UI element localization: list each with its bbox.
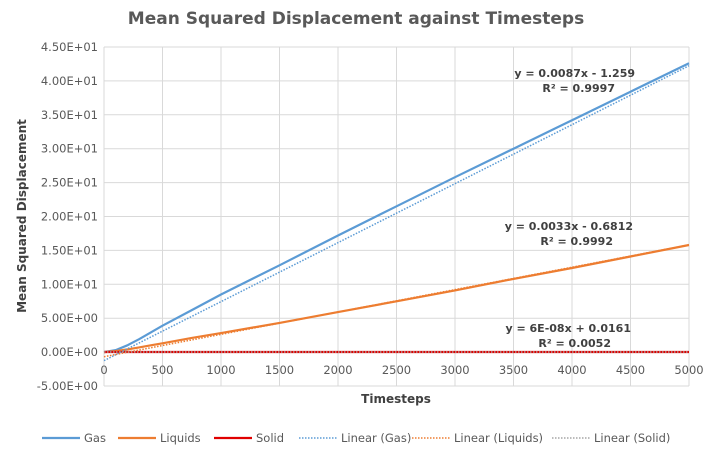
- y-tick-label: 4.00E+01: [41, 74, 98, 88]
- x-tick-label: 2000: [323, 363, 352, 377]
- legend-label: Liquids: [160, 431, 201, 445]
- trendline-r-squared: R² = 0.9997: [542, 82, 615, 95]
- trendline-r-squared: R² = 0.0052: [538, 337, 611, 350]
- x-tick-label: 3500: [499, 363, 528, 377]
- legend-item: Linear (Gas): [299, 431, 411, 445]
- x-tick-label: 4000: [557, 363, 586, 377]
- trendline-equation: y = 0.0033x - 0.6812: [505, 220, 633, 233]
- x-tick-label: 2500: [382, 363, 411, 377]
- x-tick-label: 0: [100, 363, 107, 377]
- legend-item: Linear (Solid): [552, 431, 670, 445]
- x-tick-label: 4500: [616, 363, 645, 377]
- legend-label: Gas: [84, 431, 106, 445]
- trendline-r-squared: R² = 0.9992: [540, 235, 613, 248]
- x-tick-label: 3000: [440, 363, 469, 377]
- x-tick-labels: 0 500 1000 1500 2000 2500 3000 3500 4000 4500 5000: [100, 363, 703, 377]
- trendline-equation: y = 6E-08x + 0.0161: [505, 322, 631, 335]
- y-tick-label: 1.00E+01: [41, 277, 98, 291]
- legend-item: Liquids: [118, 431, 201, 445]
- y-tick-label: 3.00E+01: [41, 142, 98, 156]
- legend-label: Linear (Gas): [341, 431, 411, 445]
- legend: Gas Liquids Solid Linear (Gas) Linear (Liqui…: [42, 431, 670, 445]
- chart-title: Mean Squared Displacement against Timest…: [128, 9, 584, 29]
- y-tick-labels: 4.50E+01 4.00E+01 3.50E+01 3.00E+01 2.50E+01…: [37, 40, 98, 393]
- gridlines: [103, 46, 690, 387]
- y-tick-label: -5.00E+00: [37, 379, 98, 393]
- trendline-equations: y = 0.0087x - 1.259 R² = 0.9997 y = 0.0033…: [505, 67, 635, 350]
- legend-item: Gas: [42, 431, 106, 445]
- x-tick-label: 5000: [674, 363, 703, 377]
- x-tick-label: 1500: [265, 363, 294, 377]
- x-axis-title: Timesteps: [361, 392, 431, 406]
- y-tick-label: 2.00E+01: [41, 210, 98, 224]
- trendline-linear-liquids-: [103, 244, 690, 358]
- y-tick-label: 5.00E+00: [41, 311, 98, 325]
- legend-label: Linear (Liquids): [454, 431, 543, 445]
- legend-item: Linear (Liquids): [412, 431, 543, 445]
- legend-label: Solid: [256, 431, 284, 445]
- y-tick-label: 0.00E+00: [41, 345, 98, 359]
- y-axis-title: Mean Squared Displacement: [15, 119, 29, 313]
- legend-label: Linear (Solid): [594, 431, 670, 445]
- y-tick-label: 2.50E+01: [41, 176, 98, 190]
- x-tick-label: 500: [152, 363, 174, 377]
- x-tick-label: 1000: [206, 363, 235, 377]
- y-tick-label: 4.50E+01: [41, 40, 98, 54]
- series-line-liquids: [103, 243, 690, 354]
- trendlines: [103, 65, 690, 362]
- trendline-linear-gas-: [103, 65, 690, 362]
- series-line-gas: [103, 62, 690, 354]
- legend-item: Solid: [214, 431, 284, 445]
- trendline-equation: y = 0.0087x - 1.259: [514, 67, 635, 80]
- y-tick-label: 1.50E+01: [41, 243, 98, 257]
- y-tick-label: 3.50E+01: [41, 108, 98, 122]
